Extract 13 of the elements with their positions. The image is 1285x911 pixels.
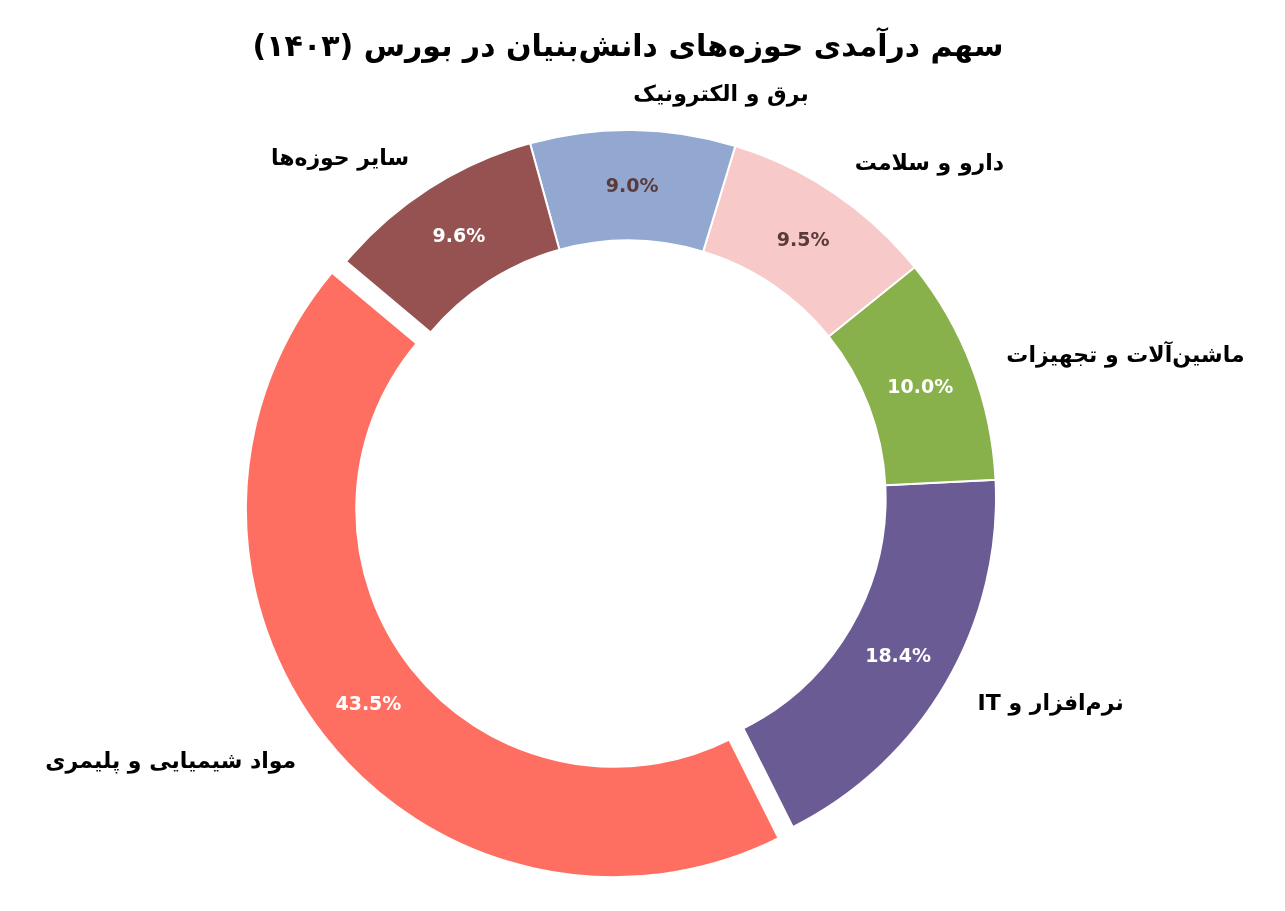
data-label: 9.6% <box>432 223 486 246</box>
slice-label: دارو و سلامت <box>854 150 1005 177</box>
data-label: 10.0% <box>887 375 954 398</box>
data-label: 18.4% <box>865 644 932 667</box>
slice-label: نرم‌افزار و IT <box>977 689 1124 716</box>
slice-label: مواد شیمیایی و پلیمری <box>45 747 297 774</box>
slice-label: سایر حوزه‌ها <box>270 145 410 172</box>
slice-label: برق و الکترونیک <box>633 80 809 107</box>
data-label: 9.5% <box>776 227 830 250</box>
data-label: 43.5% <box>335 691 402 714</box>
chart-title: سهم درآمدی حوزه‌های دانش‌بنیان در بورس (۱۴۰۳) <box>252 27 1004 64</box>
data-label: 9.0% <box>605 173 659 196</box>
slice-label: ماشین‌آلات و تجهیزات <box>1006 339 1245 368</box>
